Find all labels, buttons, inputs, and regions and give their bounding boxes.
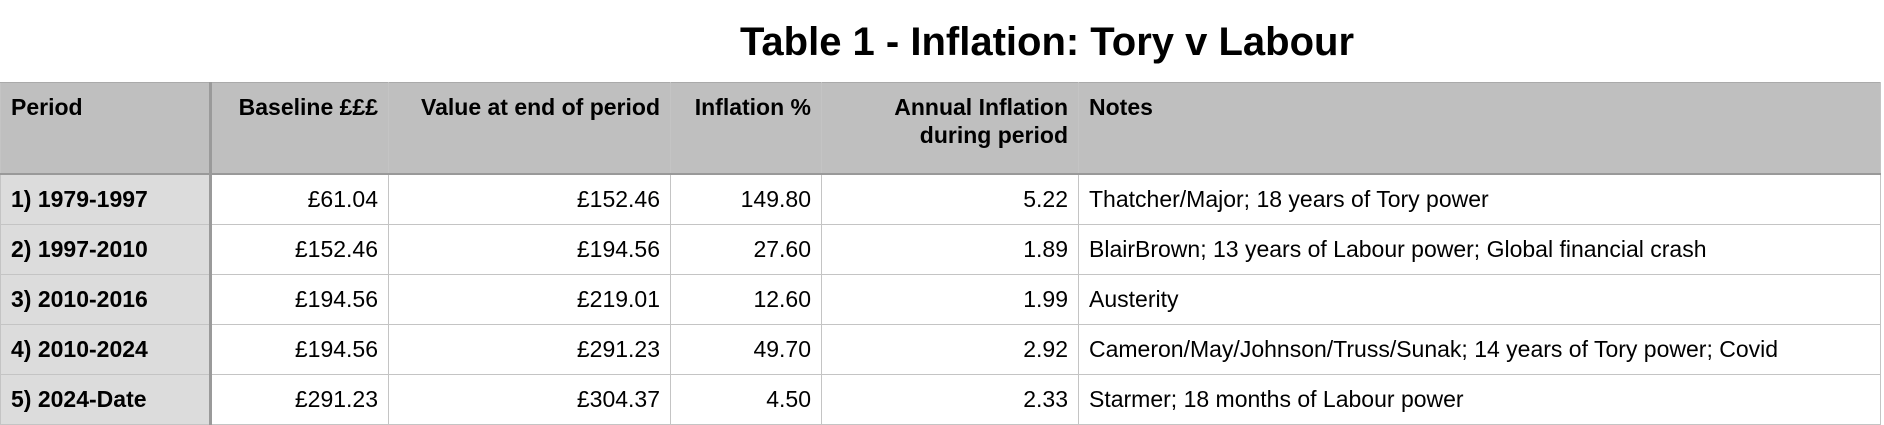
table-cell: 2.33 [821, 374, 1079, 425]
column-header: Period [0, 82, 212, 175]
period-cell: 4) 2010-2024 [0, 324, 212, 375]
header-row: Period Baseline £££ Value at end of period… [0, 82, 1881, 175]
table-cell: £152.46 [210, 224, 389, 275]
table-cell: £152.46 [388, 173, 671, 225]
period-cell: 5) 2024-Date [0, 374, 212, 425]
table-cell: 5.22 [821, 173, 1079, 225]
table-cell: Austerity [1078, 274, 1881, 325]
table-cell: £61.04 [210, 173, 389, 225]
table-row: 2) 1997-2010 £152.46 £194.56 27.60 1.89 Blair… [0, 224, 1881, 275]
table-header: Period Baseline £££ Value at end of period… [0, 82, 1881, 175]
period-cell: 2) 1997-2010 [0, 224, 212, 275]
inflation-table: Period Baseline £££ Value at end of period… [0, 82, 1881, 425]
table-row: 3) 2010-2016 £194.56 £219.01 12.60 1.99 Auste… [0, 274, 1881, 325]
column-header: Notes [1078, 82, 1881, 175]
table-row: 1) 1979-1997 £61.04 £152.46 149.80 5.22 Thatc… [0, 173, 1881, 225]
table-cell: 149.80 [670, 173, 822, 225]
column-header: Annual Inflation during period [821, 82, 1079, 175]
table-cell: Starmer; 18 months of Labour power [1078, 374, 1881, 425]
table-cell: Thatcher/Major; 18 years of Tory power [1078, 173, 1881, 225]
table-cell: 1.99 [821, 274, 1079, 325]
page: Table 1 - Inflation: Tory v Labour Perio… [0, 20, 1881, 425]
column-header: Value at end of period [388, 82, 671, 175]
table-cell: £304.37 [388, 374, 671, 425]
table-cell: £194.56 [210, 324, 389, 375]
table-cell: £291.23 [388, 324, 671, 375]
table-body: 1) 1979-1997 £61.04 £152.46 149.80 5.22 Thatc… [0, 173, 1881, 425]
table-cell: £219.01 [388, 274, 671, 325]
table-cell: £291.23 [210, 374, 389, 425]
period-cell: 1) 1979-1997 [0, 173, 212, 225]
table-cell: Cameron/May/Johnson/Truss/Sunak; 14 year… [1078, 324, 1881, 375]
table-cell: 4.50 [670, 374, 822, 425]
table-row: 4) 2010-2024 £194.56 £291.23 49.70 2.92 Camer… [0, 324, 1881, 375]
column-header: Inflation % [670, 82, 822, 175]
table-cell: 2.92 [821, 324, 1079, 375]
table-cell: 27.60 [670, 224, 822, 275]
table-cell: £194.56 [210, 274, 389, 325]
table-cell: 1.89 [821, 224, 1079, 275]
table-cell: 12.60 [670, 274, 822, 325]
column-header: Baseline £££ [210, 82, 389, 175]
table-cell: 49.70 [670, 324, 822, 375]
table-title: Table 1 - Inflation: Tory v Labour [739, 20, 1355, 64]
table-cell: £194.56 [388, 224, 671, 275]
table-cell: BlairBrown; 13 years of Labour power; Gl… [1078, 224, 1881, 275]
period-cell: 3) 2010-2016 [0, 274, 212, 325]
table-row: 5) 2024-Date £291.23 £304.37 4.50 2.33 Starme… [0, 374, 1881, 425]
